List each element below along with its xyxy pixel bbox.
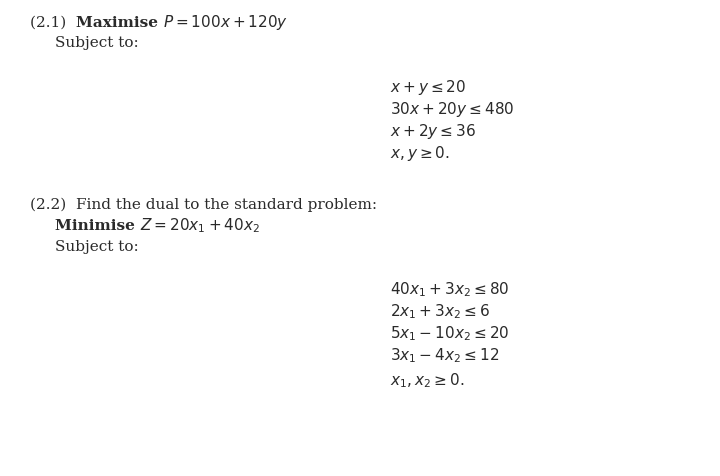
Text: $2x_1 + 3x_2 \leq 6$: $2x_1 + 3x_2 \leq 6$ [390, 301, 490, 320]
Text: $30x + 20y \leq 480$: $30x + 20y \leq 480$ [390, 100, 514, 119]
Text: Minimise: Minimise [55, 218, 140, 232]
Text: $Z = 20x_1 + 40x_2$: $Z = 20x_1 + 40x_2$ [140, 216, 260, 234]
Text: $5x_1 - 10x_2 \leq 20$: $5x_1 - 10x_2 \leq 20$ [390, 323, 510, 342]
Text: $3x_1 - 4x_2 \leq 12$: $3x_1 - 4x_2 \leq 12$ [390, 345, 499, 364]
Text: (2.2)  Find the dual to the standard problem:: (2.2) Find the dual to the standard prob… [30, 197, 377, 211]
Text: $x + y \leq 20$: $x + y \leq 20$ [390, 78, 467, 97]
Text: $x + 2y \leq 36$: $x + 2y \leq 36$ [390, 122, 476, 141]
Text: Maximise: Maximise [76, 16, 163, 30]
Text: Subject to:: Subject to: [55, 239, 139, 253]
Text: $x, y \geq 0.$: $x, y \geq 0.$ [390, 144, 450, 163]
Text: $P = 100x + 120y$: $P = 100x + 120y$ [163, 13, 288, 32]
Text: (2.1): (2.1) [30, 16, 76, 30]
Text: $x_1, x_2 \geq 0.$: $x_1, x_2 \geq 0.$ [390, 370, 464, 389]
Text: $40x_1 + 3x_2 \leq 80$: $40x_1 + 3x_2 \leq 80$ [390, 279, 510, 298]
Text: Subject to:: Subject to: [55, 36, 139, 50]
